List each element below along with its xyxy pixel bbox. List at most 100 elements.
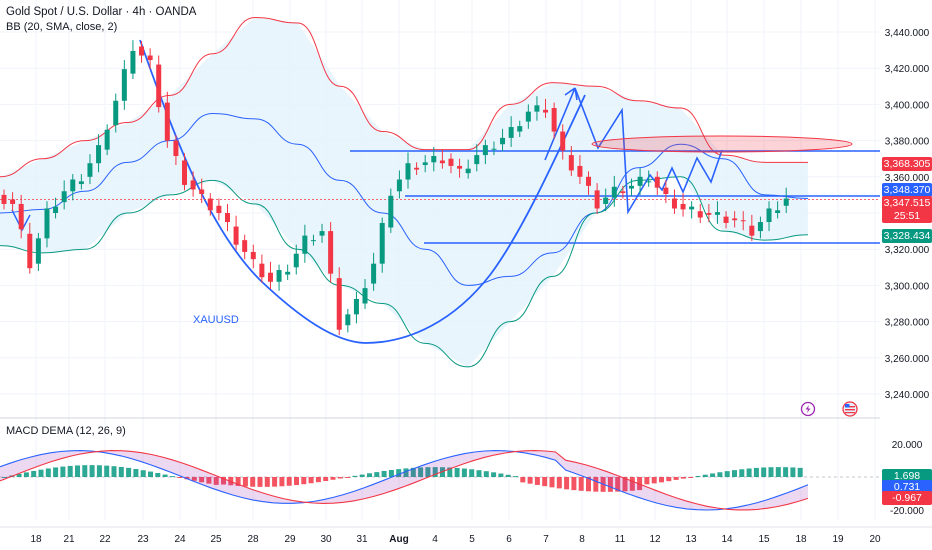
candle-body <box>310 240 316 242</box>
candle-body <box>482 145 488 156</box>
candle-body <box>697 211 703 218</box>
candle-body <box>35 238 41 264</box>
us-flag-icon[interactable] <box>842 401 858 417</box>
time-tick-label: 25 <box>210 534 222 545</box>
time-tick-label: 18 <box>30 534 42 545</box>
candle-body <box>611 186 617 198</box>
macd-histogram-bar <box>315 477 321 483</box>
candle-body <box>233 226 239 245</box>
candle-body <box>276 270 282 282</box>
price-tick-label: 3,260.000 <box>885 354 930 365</box>
bb-fill <box>0 17 808 367</box>
time-tick-label: 28 <box>247 534 259 545</box>
macd-histogram-bar <box>308 477 314 484</box>
macd-histogram-bar <box>768 467 774 477</box>
time-tick-label: 24 <box>174 534 186 545</box>
bb-basis-line <box>0 112 809 286</box>
candle-body <box>362 288 368 304</box>
candle-body <box>457 165 463 169</box>
macd-histogram-bar <box>235 477 241 486</box>
macd-histogram-bar <box>388 470 394 477</box>
time-tick-label: 5 <box>469 534 475 545</box>
price-tick-label: 3,440.000 <box>885 28 930 39</box>
macd-histogram-bar <box>38 469 44 477</box>
macd-histogram-bar <box>651 477 657 484</box>
candle-body <box>586 176 592 186</box>
axes: 3,440.000 3,420.000 3,400.000 3,380.000 3,36… <box>0 28 932 545</box>
time-tick-label: 22 <box>99 534 111 545</box>
macd-histogram-bar <box>126 467 132 477</box>
bb-indicator-label[interactable]: BB (20, SMA, close, 2) <box>6 21 118 33</box>
macd-histogram-bar <box>483 471 489 477</box>
time-tick-label: 18 <box>795 534 807 545</box>
macd-histogram-bar <box>564 477 570 490</box>
candle-body <box>182 160 188 185</box>
candle-body <box>671 198 677 209</box>
lightning-icon[interactable] <box>800 401 816 417</box>
trend-drawings[interactable] <box>0 39 880 344</box>
macd-histogram-bar <box>418 467 424 477</box>
candle-body <box>689 206 695 210</box>
candle-body <box>104 129 110 150</box>
macd-histogram-bar <box>213 477 219 485</box>
candle-body <box>714 212 720 215</box>
time-tick-label: 4 <box>432 534 438 545</box>
macd-histogram-bar <box>133 468 139 477</box>
macd-histogram-bar <box>381 471 387 477</box>
candle-body <box>147 55 153 61</box>
candle-body <box>379 222 385 264</box>
macd-histogram-bar <box>96 465 102 477</box>
macd-histogram-bar <box>162 474 168 477</box>
candle-body <box>121 69 127 101</box>
price-tick-label: 3,300.000 <box>885 281 930 292</box>
candle-body <box>749 225 755 236</box>
macd-indicator-label[interactable]: MACD DEMA (12, 26, 9) <box>6 425 126 437</box>
macd-histogram-bar <box>104 465 110 477</box>
candle-body <box>628 185 634 189</box>
price-tick-label: 3,420.000 <box>885 64 930 75</box>
candle-body <box>70 179 76 192</box>
macd-histogram-bar <box>717 472 723 477</box>
macd-histogram-bar <box>761 467 767 477</box>
candle-body <box>388 195 394 228</box>
candle-body <box>96 145 102 164</box>
candle-body <box>465 168 471 174</box>
macd-histogram-bar <box>476 470 482 477</box>
time-tick-label: 15 <box>758 534 770 545</box>
macd-histogram-bar <box>337 477 343 479</box>
candle-body <box>560 131 566 151</box>
bb-lower-line <box>0 176 809 368</box>
time-tick-label: 13 <box>685 534 697 545</box>
candle-body <box>259 263 265 278</box>
time-tick-label: 30 <box>320 534 332 545</box>
candle-body <box>431 155 437 163</box>
macd-histogram-bar <box>148 471 153 477</box>
macd-histogram-bar <box>23 472 29 477</box>
basis-price-tag: 3,348.370 <box>882 183 932 197</box>
macd-signal-tag: -0.967 <box>882 491 932 505</box>
candle-body <box>396 179 402 192</box>
candle-body <box>757 222 763 232</box>
macd-histogram-bar <box>31 470 37 477</box>
macd-histogram-bar <box>593 477 599 492</box>
time-tick-label: Aug <box>389 534 408 545</box>
macd-histogram-bar <box>250 477 256 487</box>
candle-body <box>61 191 67 203</box>
macd-histogram-bar <box>542 477 548 487</box>
macd-histogram-bar <box>732 470 737 477</box>
candle-body <box>199 189 205 194</box>
candle-body <box>139 46 145 56</box>
candle-body <box>448 158 454 166</box>
candlestick-series <box>1 40 789 336</box>
macd-histogram-bar <box>586 477 591 492</box>
price-tick-label: 3,320.000 <box>885 245 930 256</box>
zigzag-pattern <box>574 87 723 215</box>
macd-panel <box>0 450 880 511</box>
candle-body <box>207 198 213 211</box>
macd-histogram-bar <box>264 477 270 487</box>
time-tick-label: 6 <box>506 534 512 545</box>
candle-body <box>267 272 273 282</box>
macd-signal-fill <box>0 450 808 510</box>
